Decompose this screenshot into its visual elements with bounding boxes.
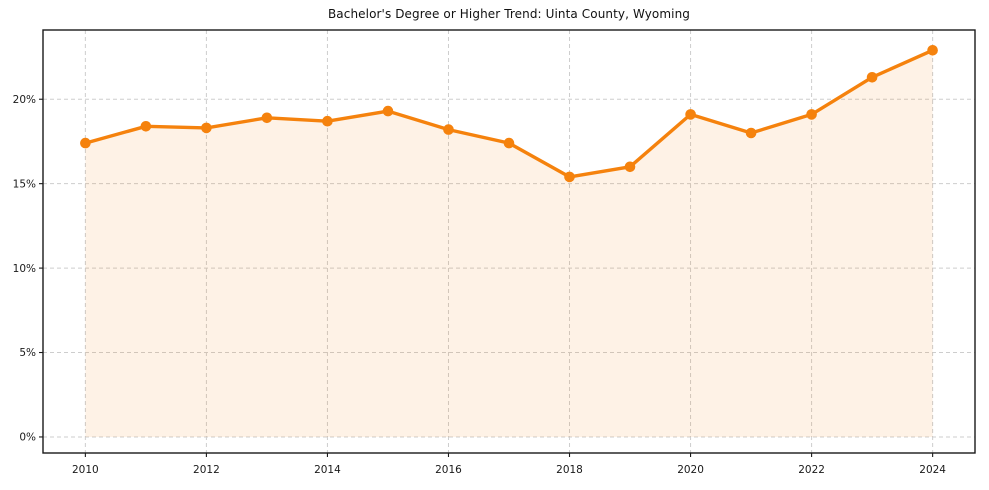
data-point-marker: [503, 137, 515, 149]
data-point-marker: [322, 115, 333, 127]
data-point-marker: [201, 122, 212, 134]
data-point-marker: [80, 137, 91, 149]
data-point-marker: [624, 161, 636, 173]
x-axis-tick-label: 2012: [193, 464, 220, 476]
data-point-marker: [140, 121, 152, 132]
x-axis-tick-label: 2020: [677, 464, 704, 476]
x-axis-tick-label: 2010: [72, 464, 99, 476]
x-axis-tick-label: 2016: [435, 464, 462, 476]
data-point-marker: [745, 127, 757, 139]
y-axis-tick-label: 10%: [13, 263, 36, 275]
trend-area-fill: [85, 50, 933, 438]
x-axis-tick-label: 2024: [919, 464, 946, 476]
y-axis-tick-label: 15%: [13, 178, 36, 190]
data-point-marker: [382, 105, 394, 117]
data-point-marker: [261, 112, 273, 124]
data-point-marker: [806, 109, 817, 120]
chart-title: Bachelor's Degree or Higher Trend: Uinta…: [327, 7, 691, 21]
data-point-marker: [927, 45, 938, 56]
y-axis-tick-label: 0%: [19, 432, 36, 444]
y-axis-tick-label: 20%: [13, 94, 36, 106]
y-axis-tick-label: 5%: [19, 347, 36, 359]
plot-border: [42, 29, 976, 454]
x-axis-tick-label: 2014: [314, 464, 341, 476]
data-point-marker: [685, 109, 696, 120]
x-axis-tick-label: 2018: [556, 464, 583, 476]
data-point-marker: [866, 72, 878, 83]
x-axis-tick-label: 2022: [798, 464, 825, 476]
data-point-marker: [443, 124, 454, 135]
data-point-marker: [564, 171, 575, 183]
